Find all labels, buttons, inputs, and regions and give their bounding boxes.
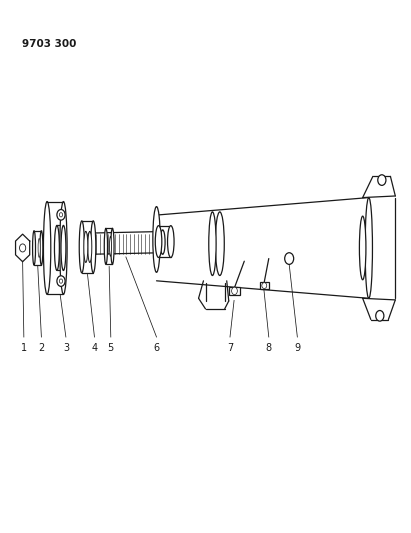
Ellipse shape <box>155 225 162 257</box>
Ellipse shape <box>79 221 84 273</box>
Circle shape <box>59 279 62 283</box>
Ellipse shape <box>262 282 267 288</box>
Ellipse shape <box>38 238 40 257</box>
Text: 8: 8 <box>266 343 272 353</box>
Ellipse shape <box>87 233 92 254</box>
Ellipse shape <box>91 221 96 273</box>
Ellipse shape <box>32 231 35 265</box>
Circle shape <box>285 253 294 264</box>
Ellipse shape <box>168 225 174 257</box>
Circle shape <box>376 311 384 321</box>
Ellipse shape <box>40 231 43 265</box>
Ellipse shape <box>209 212 216 276</box>
Ellipse shape <box>232 287 237 295</box>
Ellipse shape <box>44 201 51 294</box>
Ellipse shape <box>104 228 108 264</box>
Circle shape <box>57 209 65 220</box>
Bar <box>260 282 269 289</box>
Ellipse shape <box>60 201 67 294</box>
Text: 5: 5 <box>108 343 114 353</box>
Ellipse shape <box>55 225 59 270</box>
Ellipse shape <box>365 198 372 298</box>
Text: 2: 2 <box>38 343 44 353</box>
Ellipse shape <box>111 228 114 264</box>
Text: 7: 7 <box>227 343 233 353</box>
Circle shape <box>59 213 62 217</box>
Polygon shape <box>16 234 30 262</box>
Ellipse shape <box>160 230 165 254</box>
Ellipse shape <box>153 207 160 272</box>
Ellipse shape <box>84 231 88 262</box>
Text: 4: 4 <box>91 343 97 353</box>
Text: 3: 3 <box>63 343 69 353</box>
Circle shape <box>378 175 386 185</box>
Bar <box>229 287 240 295</box>
Ellipse shape <box>359 216 366 280</box>
Ellipse shape <box>88 231 92 262</box>
Text: 9: 9 <box>294 343 300 353</box>
Ellipse shape <box>215 212 224 276</box>
Text: 1: 1 <box>21 343 27 353</box>
Circle shape <box>57 276 65 286</box>
Ellipse shape <box>61 225 66 270</box>
Ellipse shape <box>109 237 111 256</box>
Text: 9703 300: 9703 300 <box>22 38 76 49</box>
Text: 6: 6 <box>153 343 159 353</box>
Circle shape <box>19 244 26 252</box>
